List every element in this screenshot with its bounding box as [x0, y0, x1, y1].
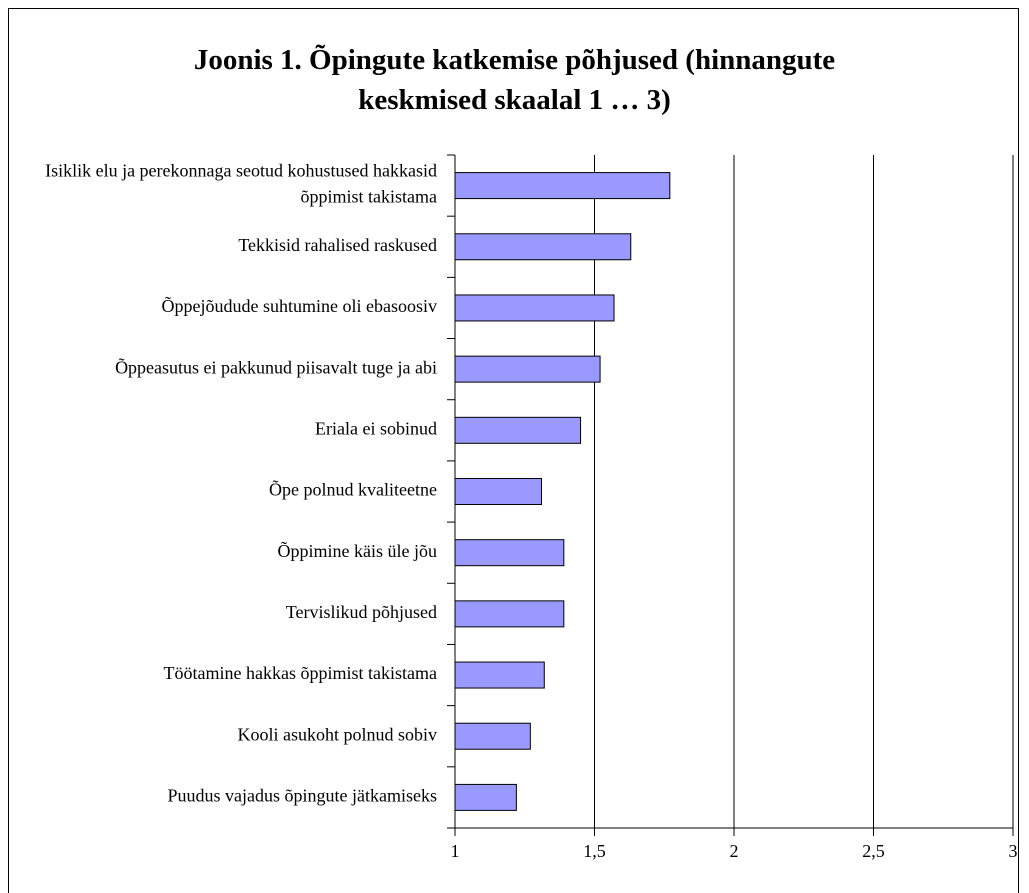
y-tick-label: Puudus vajadus õpingute jätkamiseks [168, 786, 437, 806]
bar [454, 539, 565, 567]
y-tick-label: Õppimine käis üle jõu [278, 540, 437, 561]
chart-frame [8, 8, 1019, 893]
x-tick-label: 2 [730, 841, 739, 861]
bar [454, 661, 545, 689]
bar [454, 783, 517, 811]
bar [454, 294, 615, 322]
y-tick-label: Õppejõudude suhtumine oli ebasoosiv [162, 295, 437, 316]
y-tick-label: Isiklik elu ja perekonnaga seotud kohust… [45, 161, 437, 207]
bar [454, 600, 565, 628]
y-tick-label: Õpe polnud kvaliteetne [269, 479, 437, 500]
y-tick-label: Õppeasutus ei pakkunud piisavalt tuge ja… [115, 356, 437, 377]
x-tick-label: 3 [1009, 841, 1018, 861]
y-tick-label: Tekkisid rahalised raskused [238, 235, 437, 255]
y-tick-label: Kooli asukoht polnud sobiv [237, 724, 437, 744]
bar [454, 722, 531, 750]
x-tick-label: 2,5 [862, 841, 885, 861]
bar [454, 233, 632, 261]
y-tick-label: Eriala ei sobinud [315, 418, 437, 438]
bar [454, 416, 582, 444]
y-tick-label: Töötamine hakkas õppimist takistama [164, 663, 437, 683]
bar [454, 172, 671, 200]
bar [454, 355, 601, 383]
bar [454, 478, 542, 505]
y-tick-label: Tervislikud põhjused [286, 602, 437, 622]
chart-title: Joonis 1. Õpingute katkemise põhjused (h… [193, 44, 836, 116]
x-tick-label: 1,5 [583, 841, 606, 861]
x-tick-label: 1 [451, 841, 460, 861]
